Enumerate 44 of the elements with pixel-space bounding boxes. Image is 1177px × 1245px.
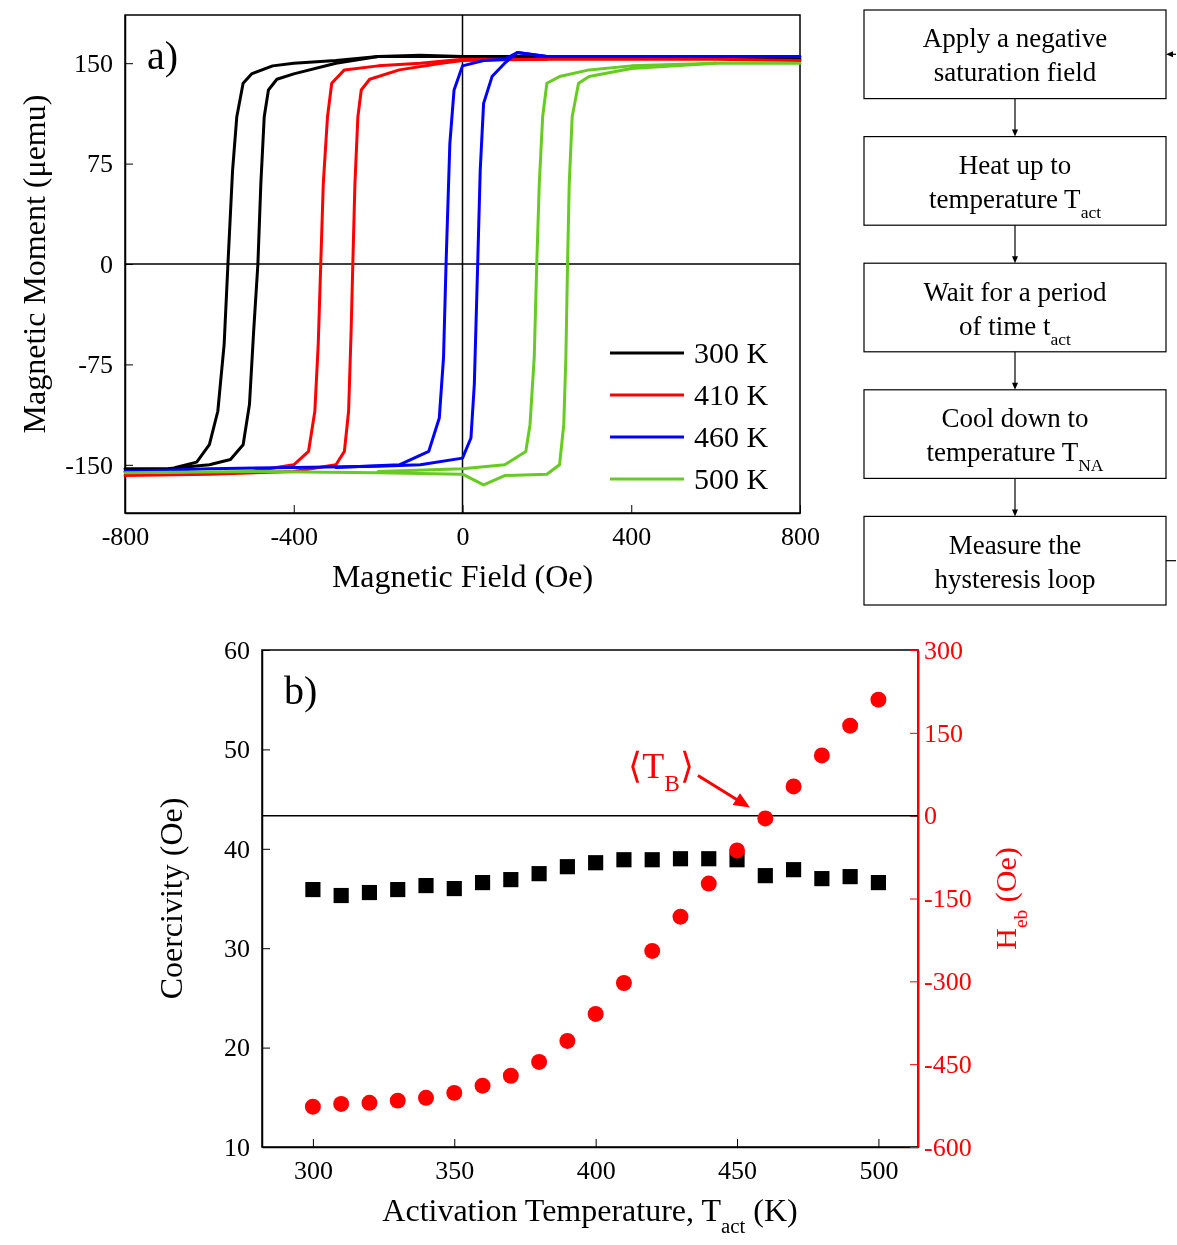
y-axis-title: Magnetic Moment (μemu) [16,94,52,434]
y-tick-label: 0 [100,249,113,279]
chart-title: b) [284,668,318,713]
x-tick-label: 0 [456,522,470,552]
y2-tick-label: -450 [924,1049,972,1079]
x-tick-label: 400 [612,522,652,552]
y-tick-label: 10 [224,1132,250,1162]
x-tick-label: 350 [435,1156,475,1186]
y2-tick-label: -300 [924,967,972,997]
y2-tick-label: 150 [924,718,963,748]
text: Heat up to temperature T$_{act}$ [928,149,1102,222]
y-tick-label: 50 [224,735,250,765]
annotation: ⟨T$_{B}$⟩ [628,745,694,796]
text: Wait for a period of time t$_{act}$ [923,276,1107,349]
x-tick-label: 300 [293,1156,333,1186]
x-tick-label: -400 [270,522,319,552]
y-tick-label: 40 [224,834,250,864]
y-tick-label: 150 [74,49,113,79]
text: Cool down to temperature T$_{NA}$ [926,403,1104,476]
y2-tick-label: 0 [924,801,937,831]
legend-label: 500 K [694,462,769,495]
x-tick-label: -800 [101,522,150,552]
legend-label: 410 K [694,378,769,411]
x-tick-label: 800 [781,522,820,552]
y-tick-label: 20 [224,1033,250,1063]
y2-tick-label: -600 [924,1132,972,1162]
y2-tick-label: 300 [924,635,963,665]
text: a) [147,33,179,78]
x-axis-title: Activation Temperature, T$_{act}$ (K) [382,1192,798,1237]
text: Apply a negative saturation field [922,23,1108,88]
legend-label: 300 K [694,336,769,369]
y2-tick-label: -150 [924,884,972,914]
y-tick-label: -150 [65,450,113,480]
y-tick-label: 75 [87,149,113,179]
y-tick-label: 60 [224,635,250,665]
x-tick-label: 450 [718,1156,758,1186]
y-tick-label: 30 [224,934,250,964]
legend-label: 460 K [694,420,769,453]
x-tick-label: 400 [576,1156,616,1186]
y-axis-title: Coercivity (Oe) [153,797,189,1000]
text: Measure the hysteresis loop [934,529,1096,594]
x-tick-label: 500 [859,1156,899,1186]
y-tick-label: -75 [78,350,113,380]
x-axis-title: Magnetic Field (Oe) [331,558,594,594]
